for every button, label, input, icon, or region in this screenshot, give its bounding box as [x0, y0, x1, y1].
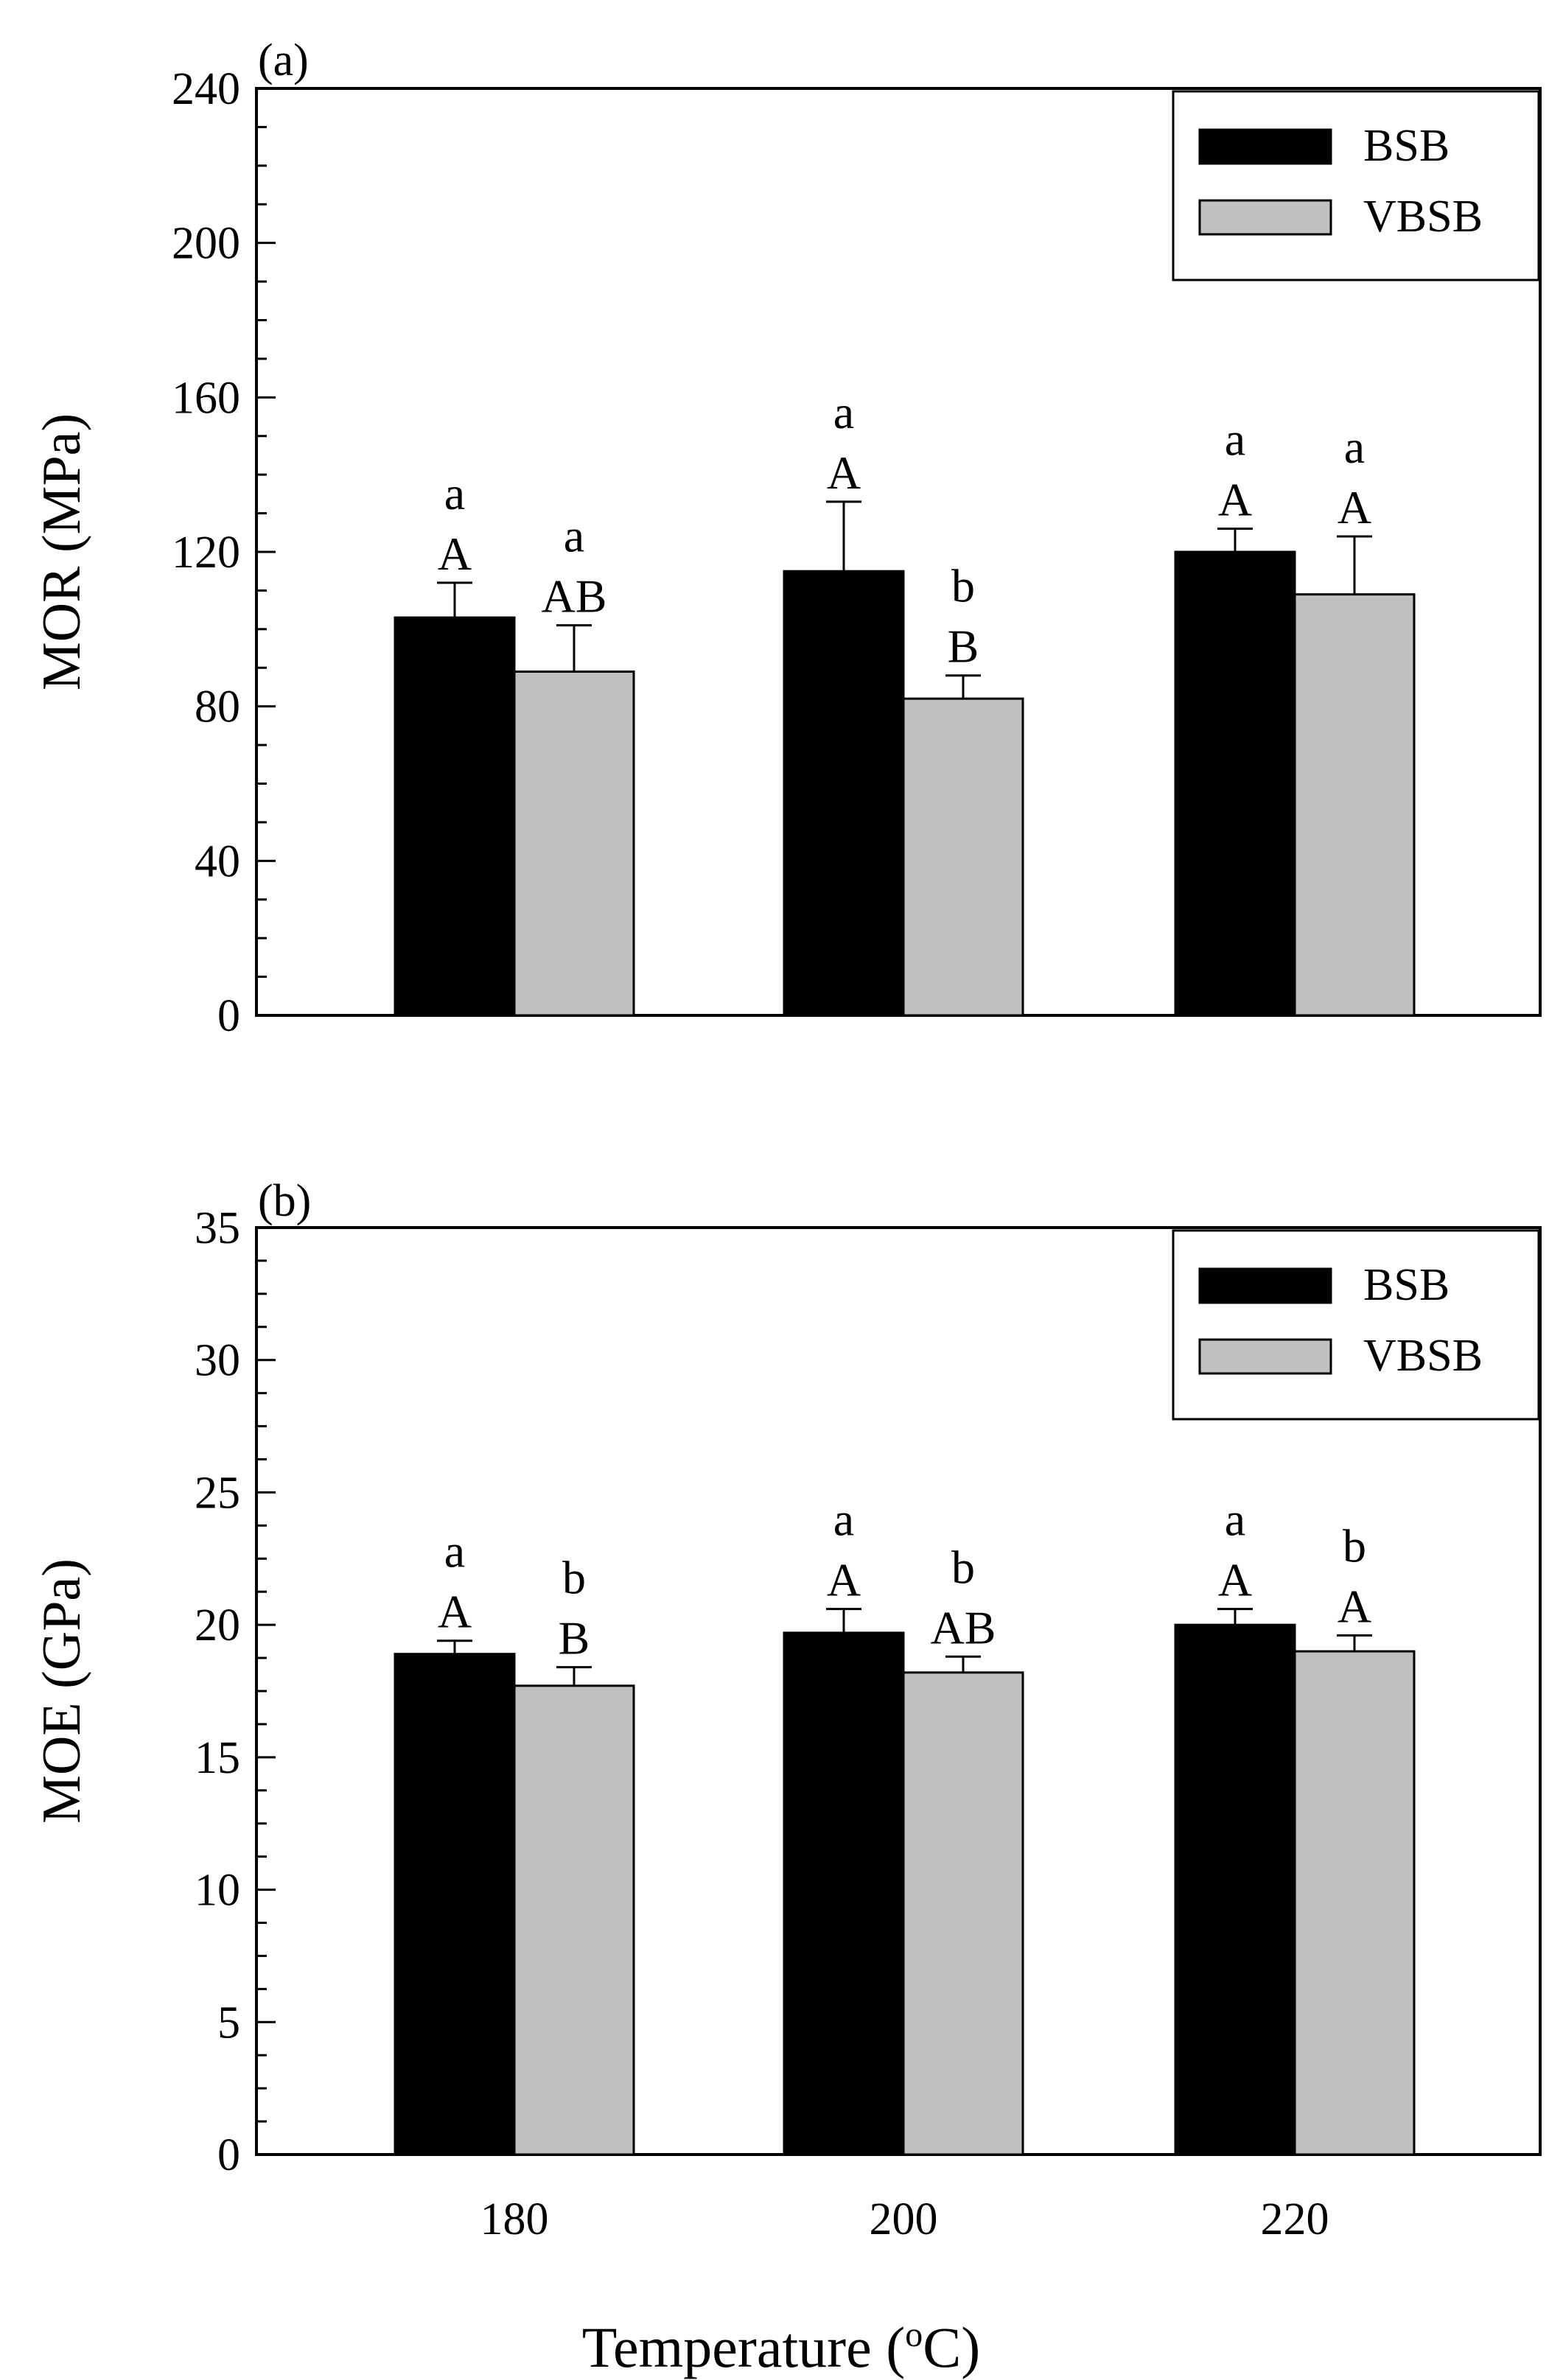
bar-bsb [783, 570, 905, 1017]
group-letter-upper: A [827, 447, 861, 499]
y-tick-label: 35 [195, 1203, 240, 1253]
y-tick-label: 40 [195, 836, 240, 886]
x-axis-title-end: C) [923, 2315, 980, 2379]
group-letter-upper: B [948, 620, 979, 673]
x-axis-title-superscript: o [905, 2315, 923, 2354]
y-axis-title: MOR (MPa) [32, 413, 92, 690]
group-letter-upper: A [1218, 474, 1252, 526]
bar-bsb [394, 1653, 516, 2156]
y-tick-label: 20 [195, 1600, 240, 1651]
bar-bsb [1174, 550, 1296, 1017]
panel-label: (a) [258, 35, 309, 85]
group-letter-upper: A [1338, 1581, 1371, 1633]
group-letter-lower: a [833, 386, 854, 438]
group-letter-upper: A [1218, 1554, 1252, 1606]
group-letter-lower: a [1344, 421, 1365, 473]
x-tick-label: 200 [870, 2194, 938, 2244]
bar-bsb [1174, 1623, 1296, 2156]
bar-vbsb [902, 697, 1024, 1017]
bar-vbsb [513, 1684, 635, 2156]
group-letter-upper: A [1338, 481, 1371, 533]
y-tick-label: 80 [195, 682, 240, 732]
bar-bsb [394, 616, 516, 1017]
y-tick-label: 10 [195, 1866, 240, 1916]
y-tick-label: 240 [172, 64, 240, 114]
group-letter-upper: B [559, 1612, 590, 1665]
x-tick-label: 180 [480, 2194, 549, 2244]
group-letter-lower: b [1343, 1520, 1366, 1572]
bar-vbsb [513, 670, 635, 1017]
group-letter-lower: a [1225, 413, 1245, 466]
y-tick-label: 120 [172, 528, 240, 578]
legend-swatch-vbsb [1198, 1338, 1332, 1375]
legend-box [1172, 1229, 1540, 1421]
group-letter-upper: A [438, 528, 472, 580]
group-letter-upper: AB [931, 1601, 996, 1653]
legend-swatch-bsb [1198, 128, 1332, 165]
legend-label-vbsb: VBSB [1363, 1331, 1483, 1381]
group-letter-lower: a [564, 510, 584, 562]
group-letter-lower: a [444, 467, 465, 519]
legend-box [1172, 90, 1540, 281]
group-letter-upper: A [438, 1586, 472, 1638]
bar-vbsb [1293, 593, 1416, 1017]
x-tick-label: 220 [1261, 2194, 1329, 2244]
legend-swatch-bsb [1198, 1267, 1332, 1304]
legend-swatch-vbsb [1198, 199, 1332, 236]
y-tick-label: 0 [217, 991, 240, 1041]
y-tick-label: 0 [217, 2130, 240, 2180]
legend-label-bsb: BSB [1363, 1260, 1450, 1310]
y-tick-label: 30 [195, 1336, 240, 1386]
group-letter-lower: b [562, 1552, 586, 1604]
group-letter-lower: b [951, 560, 975, 612]
y-axis-title: MOE (GPa) [32, 1558, 92, 1824]
group-letter-lower: a [1225, 1494, 1245, 1546]
group-letter-lower: b [951, 1541, 975, 1593]
bar-bsb [783, 1631, 905, 2156]
group-letter-lower: a [444, 1525, 465, 1578]
legend-label-bsb: BSB [1363, 121, 1450, 171]
y-tick-label: 5 [217, 1998, 240, 2048]
group-letter-upper: A [827, 1554, 861, 1606]
y-tick-label: 200 [172, 219, 240, 269]
group-letter-upper: AB [542, 570, 607, 623]
group-letter-lower: a [833, 1494, 854, 1546]
panel-label: (b) [258, 1176, 311, 1226]
legend-label-vbsb: VBSB [1363, 192, 1483, 242]
bar-vbsb [902, 1671, 1024, 2156]
x-axis-title-main: Temperature ( [582, 2315, 905, 2379]
x-axis-title: Temperature (oC) [582, 2315, 980, 2379]
y-tick-label: 25 [195, 1468, 240, 1518]
y-tick-label: 160 [172, 373, 240, 423]
bar-vbsb [1293, 1650, 1416, 2156]
y-tick-label: 15 [195, 1733, 240, 1783]
